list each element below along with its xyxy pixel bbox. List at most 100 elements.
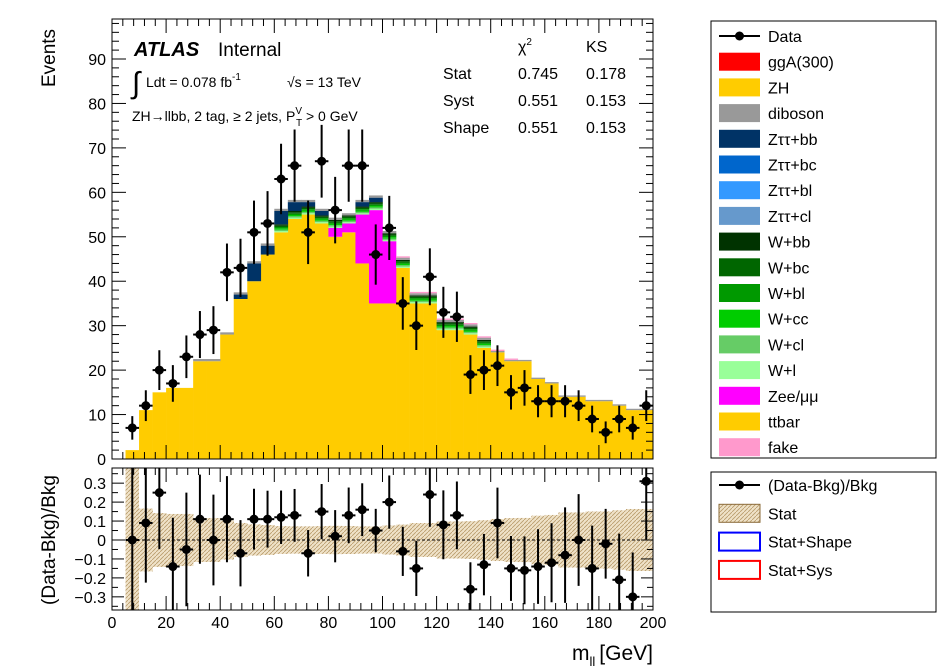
ratio-point (263, 514, 273, 524)
stack-bar-W+bl (463, 329, 478, 331)
row-label: Shape (443, 120, 489, 137)
stack-bar-W+bl (355, 209, 370, 211)
y-tick-label: 10 (88, 408, 106, 425)
ratio-point (641, 476, 651, 486)
stack-bar-ttbar (382, 303, 397, 459)
data-point (560, 396, 570, 406)
ratio-y-tick-label: −0.2 (74, 571, 106, 588)
row-label: Stat (443, 66, 472, 83)
stat-band-segment (314, 526, 329, 554)
stack-bar-W+bl (314, 218, 329, 220)
legend-label: (Data-Bkg)/Bkg (768, 478, 877, 495)
ratio-point (587, 563, 597, 573)
stack-bar-ttbar (287, 219, 302, 459)
ratio-point (330, 531, 340, 541)
data-point (533, 396, 543, 406)
chi2-value: 0.551 (518, 93, 558, 110)
stack-bar-ttbar (490, 352, 505, 459)
ratio-y-tick-label: 0.2 (84, 495, 106, 512)
stack-bar-ttbar (504, 361, 519, 459)
stack-bar-diboson (612, 404, 627, 406)
stack-bar-W+bc (396, 261, 410, 263)
ratio-point (614, 575, 624, 585)
stack-bar-W+bl (287, 213, 302, 215)
x-tick-label: 100 (369, 615, 396, 632)
stack-bar-diboson (206, 359, 221, 362)
ratio-point (317, 507, 327, 517)
legend-box-swatch (718, 559, 761, 580)
stack-bar-ttbar (396, 267, 410, 459)
x-tick-label: 40 (211, 615, 229, 632)
ks-value: 0.153 (586, 120, 626, 137)
ratio-point (222, 514, 232, 524)
stack-bar-diboson (585, 399, 600, 402)
stack-bar-W+cl (274, 229, 289, 231)
stack-bar-W+bb (368, 202, 383, 204)
data-point (222, 267, 232, 277)
legend-swatch (719, 155, 760, 174)
stack-bar-W+bc (477, 341, 491, 343)
stack-bar-fake (409, 291, 424, 294)
stack-bar-ttbar (206, 361, 221, 459)
stack-bar-W+bb (274, 224, 289, 226)
legend-label: W+bl (768, 286, 805, 303)
data-point (438, 307, 448, 317)
data-point (520, 383, 530, 393)
x-tick-label: 60 (265, 615, 283, 632)
ratio-point (235, 548, 245, 558)
data-point (628, 423, 638, 433)
legend-label: W+bc (768, 260, 809, 277)
ratio-y-tick-label: 0.1 (84, 514, 106, 531)
stack-bar-W+l (477, 346, 491, 348)
data-point (263, 218, 273, 228)
main-axis-ticks (111, 19, 654, 460)
stack-bar-ttbar (571, 396, 586, 459)
ratio-axis-ticks (111, 468, 654, 610)
stack-bar-W+cl (314, 220, 329, 223)
atlas-status: Internal (218, 40, 281, 61)
data-points (125, 124, 653, 444)
stack-bar-ttbar (450, 330, 464, 459)
stack-bar-W+bc (355, 207, 370, 210)
atlas-label: ATLAS (133, 39, 200, 61)
ratio-point (479, 560, 489, 570)
legend-label: W+l (768, 363, 796, 380)
stat-band-segment (463, 521, 478, 559)
stack-bar-Zττ+bb (314, 211, 329, 216)
ratio-y-tick-label: 0.3 (84, 476, 106, 493)
stack-bar-diboson (504, 359, 519, 362)
legend-swatch (719, 104, 760, 123)
stack-bar-W+cl (355, 211, 370, 214)
data-point (479, 365, 489, 375)
main-legend: Data ggA(300) ZH diboson Zττ+bb Zττ+bc Zττ+bl Z… (710, 20, 937, 459)
legend-label: Zττ+bb (768, 132, 818, 149)
legend-label: Data (768, 29, 802, 46)
stack-bar-ttbar (274, 232, 289, 459)
stacked-histogram (125, 195, 654, 459)
ratio-point (560, 550, 570, 560)
data-point (506, 387, 516, 397)
data-point (587, 414, 597, 424)
y-tick-label: 90 (88, 52, 106, 69)
ratio-y-tick-label: 0 (97, 533, 106, 550)
stack-bar-diboson (477, 337, 491, 340)
y-tick-label: 80 (88, 96, 106, 113)
stack-bar-W+bl (409, 298, 424, 300)
lumi-text: Ldt = 0.078 fb-1 (146, 72, 241, 90)
ratio-panel: 0.3 0.2 0.1 0 −0.1 −0.2 −0.3 0 20 40 60 80 100 120 14… (39, 467, 666, 669)
stack-bar-W+l (368, 208, 383, 211)
data-point (290, 161, 300, 171)
x-tick-label: 140 (477, 615, 504, 632)
ratio-points (125, 468, 653, 610)
stack-bar-W+bc (287, 212, 302, 214)
stack-bar-W+bc (341, 216, 356, 219)
legend-swatch (719, 309, 760, 328)
stack-bar-ttbar (463, 334, 478, 459)
data-point (303, 227, 313, 237)
ratio-point (371, 526, 381, 536)
stack-bar-W+l (396, 266, 410, 268)
ks-value: 0.153 (586, 93, 626, 110)
ratio-point (411, 563, 421, 573)
stack-bar-W+bc (314, 216, 329, 219)
